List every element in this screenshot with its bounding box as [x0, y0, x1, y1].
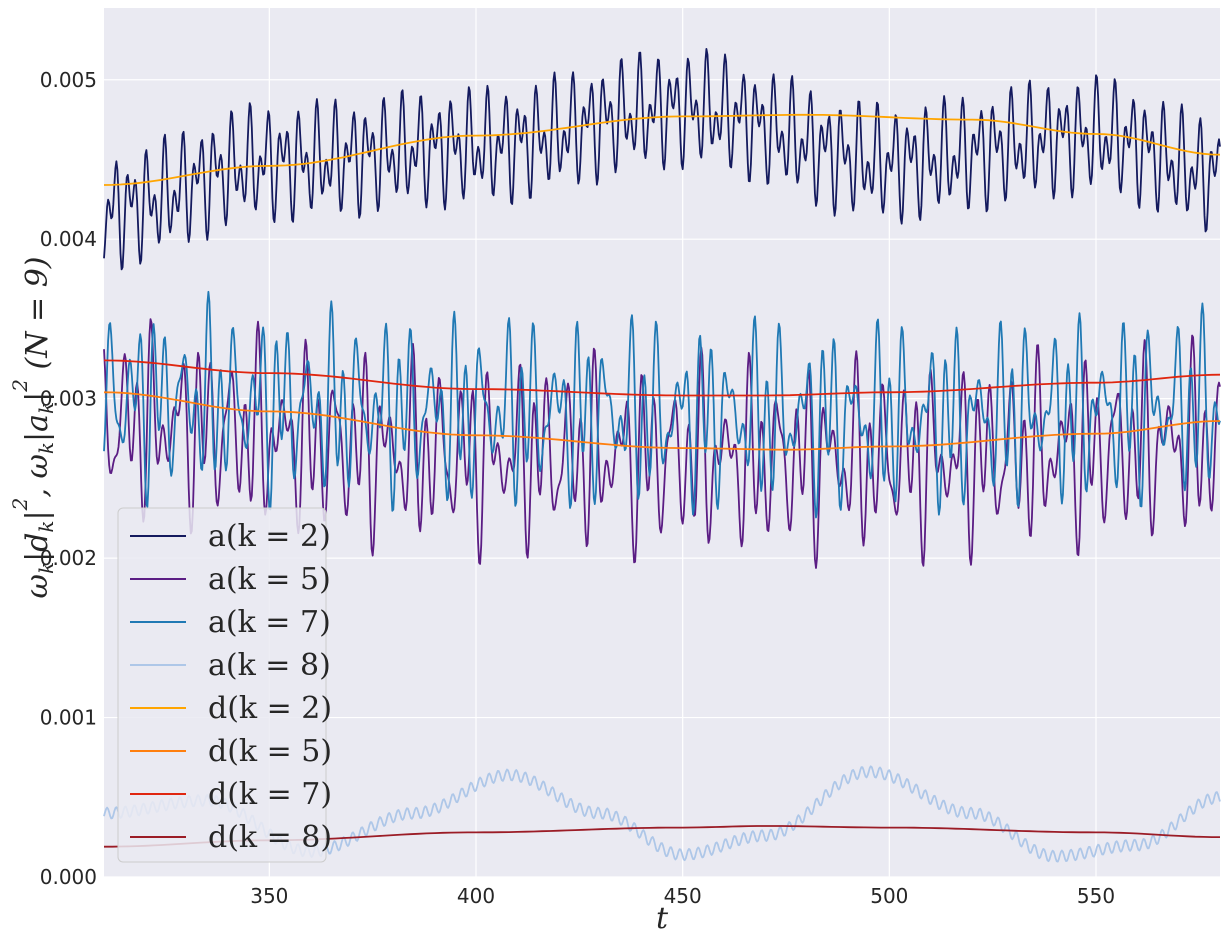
x-tick-label: 350 — [250, 884, 288, 908]
y-axis-label-part: |a — [20, 414, 55, 442]
legend-label: d(k = 5) — [208, 734, 332, 769]
y-axis-label-part: 2 — [8, 498, 32, 512]
y-tick-label: 0.005 — [40, 68, 97, 92]
y-axis-label: ωk|dk|2, ωk|ak|2 (N = 9) — [8, 256, 58, 598]
series-lines — [103, 48, 1221, 863]
y-tick-label: 0.003 — [40, 387, 97, 411]
legend-label: a(k = 7) — [208, 605, 331, 640]
y-axis-label-part: |d — [20, 533, 55, 562]
y-axis-label-part: k — [34, 402, 58, 414]
legend-label: d(k = 8) — [208, 820, 332, 855]
series-line — [103, 290, 1221, 519]
legend-label: a(k = 8) — [208, 648, 331, 683]
y-axis-label-part: k — [34, 442, 58, 454]
y-tick-label: 0.004 — [40, 227, 97, 251]
series-line — [103, 48, 1221, 271]
series-line — [103, 359, 1221, 397]
legend-label: a(k = 2) — [208, 519, 331, 554]
y-axis-label-part: ω — [20, 574, 55, 598]
y-axis-label-part: , ω — [20, 454, 55, 498]
series-line — [103, 318, 1221, 569]
x-tick-label: 500 — [870, 884, 908, 908]
series-line — [103, 391, 1221, 451]
series-line — [103, 113, 1221, 186]
y-axis-label-part: 2 — [8, 379, 32, 393]
y-tick-label: 0.000 — [40, 865, 97, 889]
axis-ticks: 350 400 450 500 550 0.000 0.001 0.002 0.003 0.004… — [40, 68, 1115, 908]
y-axis-label-part: (N = 9) — [20, 256, 55, 379]
legend-label: a(k = 5) — [208, 562, 331, 597]
x-axis-label: t — [656, 901, 669, 936]
legend-box — [117, 507, 327, 863]
legend: a(k = 2) a(k = 5) a(k = 7) a(k = 8) d(k = 2)… — [117, 507, 332, 863]
x-tick-label: 400 — [457, 884, 495, 908]
y-axis-label-part: | — [20, 392, 55, 402]
y-tick-label: 0.002 — [40, 546, 97, 570]
x-tick-label: 550 — [1077, 884, 1115, 908]
y-axis-label-part: k — [34, 562, 58, 574]
legend-label: d(k = 7) — [208, 777, 332, 812]
y-axis-label-part: | — [20, 510, 55, 520]
y-tick-label: 0.001 — [40, 706, 97, 730]
y-axis-label-part: k — [34, 520, 58, 532]
x-tick-label: 450 — [664, 884, 702, 908]
legend-label: d(k = 2) — [208, 691, 332, 726]
